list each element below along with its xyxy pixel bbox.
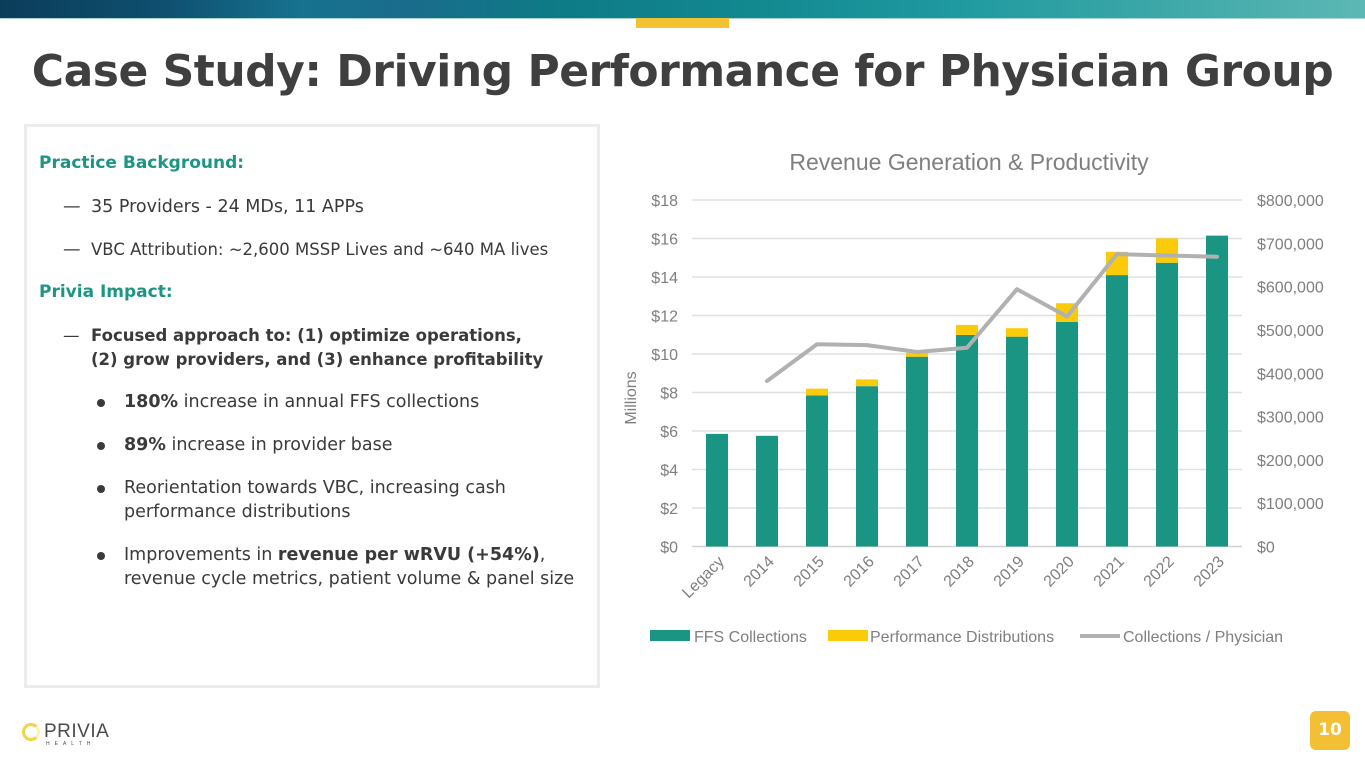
bar-ffs-collections — [906, 356, 928, 547]
chart-title: Revenue Generation & Productivity — [789, 149, 1149, 175]
bar-performance-distributions — [1106, 251, 1128, 276]
legend-label: Performance Distributions — [870, 629, 1054, 646]
line-collections-per-physician — [765, 252, 1219, 384]
y2-tick-label: $600,000 — [1257, 280, 1324, 297]
page-number-badge: 10 — [1310, 711, 1350, 750]
y2-axis-ticks: $0 $100,000 $200,000 $300,000 $400,000 $500,0… — [1257, 193, 1324, 557]
bar-performance-distributions — [856, 379, 878, 387]
x-tick-label: 2023 — [1191, 553, 1228, 590]
dash-icon: — — [63, 197, 81, 217]
legend-label: Collections / Physician — [1123, 629, 1283, 646]
y-tick-label: $16 — [651, 232, 678, 249]
y-tick-label: $8 — [660, 386, 678, 403]
y2-tick-label: $800,000 — [1257, 193, 1324, 210]
bullet-icon — [97, 399, 105, 407]
bar-performance-distributions — [906, 352, 928, 357]
x-axis-ticks: Legacy 2014 2015 2016 2017 2018 2019 2020 2021 20… — [679, 553, 1228, 602]
x-tick-label: 2022 — [1141, 553, 1178, 590]
line-series — [765, 252, 1219, 384]
privia-impact-heading: Privia Impact: — [39, 282, 173, 302]
bar-ffs-collections — [806, 395, 828, 547]
dash-icon: — — [63, 326, 80, 345]
x-tick-label: Legacy — [679, 553, 728, 602]
bar-ffs-collections — [1106, 275, 1128, 547]
legend-item: FFS Collections — [650, 629, 807, 646]
y2-tick-label: $100,000 — [1257, 496, 1324, 513]
y-tick-label: $10 — [651, 347, 678, 364]
revenue-chart: Revenue Generation & Productivity $0 $2 $4… — [600, 130, 1365, 690]
bar-performance-distributions — [956, 324, 978, 335]
y-tick-label: $2 — [660, 501, 678, 518]
legend-item: Collections / Physician — [1080, 629, 1283, 646]
x-tick-label: 2019 — [991, 553, 1028, 590]
x-tick-label: 2017 — [891, 553, 928, 590]
y2-tick-label: $300,000 — [1257, 410, 1324, 427]
legend-label: FFS Collections — [694, 629, 807, 646]
bar-ffs-collections — [1206, 235, 1228, 547]
y-tick-label: $12 — [651, 309, 678, 326]
page-title: Case Study: Driving Performance for Phys… — [31, 46, 1334, 97]
bar-performance-distributions — [1156, 238, 1178, 263]
bar-performance-distributions — [806, 388, 828, 396]
bar-performance-distributions — [1006, 328, 1028, 337]
x-tick-label: 2020 — [1041, 553, 1078, 590]
y2-tick-label: $500,000 — [1257, 323, 1324, 340]
y-tick-label: $14 — [651, 270, 678, 287]
x-tick-label: 2016 — [841, 553, 878, 590]
bullet-item: 89% increase in provider base — [97, 433, 577, 457]
bullet-item: 180% increase in annual FFS collections — [97, 390, 577, 414]
y2-tick-label: $200,000 — [1257, 453, 1324, 470]
x-tick-label: 2018 — [941, 553, 978, 590]
dash-icon: — — [63, 240, 81, 260]
bar-ffs-collections — [1156, 262, 1178, 547]
bullet-icon — [97, 485, 105, 493]
y2-tick-label: $0 — [1257, 540, 1275, 557]
bar-ffs-collections — [1006, 336, 1028, 547]
y-tick-label: $6 — [660, 424, 678, 441]
bullet-icon — [97, 552, 105, 560]
x-tick-label: 2021 — [1091, 553, 1128, 590]
legend-swatch — [650, 630, 690, 641]
bars — [706, 235, 1228, 547]
practice-background-heading: Practice Background: — [39, 153, 245, 173]
y2-tick-label: $700,000 — [1257, 236, 1324, 253]
y-tick-label: $4 — [660, 463, 678, 480]
y2-tick-label: $400,000 — [1257, 366, 1324, 383]
legend-swatch — [828, 630, 868, 641]
background-item: — VBC Attribution: ~2,600 MSSP Lives and… — [63, 240, 549, 260]
bar-ffs-collections — [706, 433, 728, 547]
accent-tab — [636, 18, 729, 28]
bullet-item: Reorientation towards VBC, increasing ca… — [97, 476, 527, 524]
gridlines — [692, 199, 1242, 548]
header-gradient-bar — [0, 0, 1365, 18]
bar-ffs-collections — [756, 435, 778, 547]
bar-ffs-collections — [856, 386, 878, 547]
y-tick-label: $0 — [660, 540, 678, 557]
legend: FFS Collections Performance Distributions… — [650, 629, 1283, 646]
impact-item: — Focused approach to: (1) optimize oper… — [63, 326, 544, 369]
chart-svg: Revenue Generation & Productivity $0 $2 $4… — [623, 149, 1324, 646]
y-axis-label: Millions — [623, 371, 640, 424]
case-study-panel: Practice Background: — 35 Providers - 24… — [24, 124, 600, 688]
bullet-item: Improvements in revenue per wRVU (+54%),… — [97, 543, 577, 591]
bullet-icon — [97, 442, 105, 450]
legend-item: Performance Distributions — [828, 629, 1054, 646]
x-tick-label: 2015 — [791, 553, 828, 590]
x-tick-label: 2014 — [741, 553, 778, 590]
y-tick-label: $18 — [651, 193, 678, 210]
background-item: — 35 Providers - 24 MDs, 11 APPs — [63, 197, 364, 217]
y-axis-ticks: $0 $2 $4 $6 $8 $10 $12 $14 $16 $18 — [651, 193, 678, 557]
bar-ffs-collections — [956, 334, 978, 547]
logo-ring-icon — [22, 723, 40, 741]
bar-ffs-collections — [1056, 321, 1078, 547]
privia-logo: PRIVIA HEALTH — [20, 720, 130, 750]
